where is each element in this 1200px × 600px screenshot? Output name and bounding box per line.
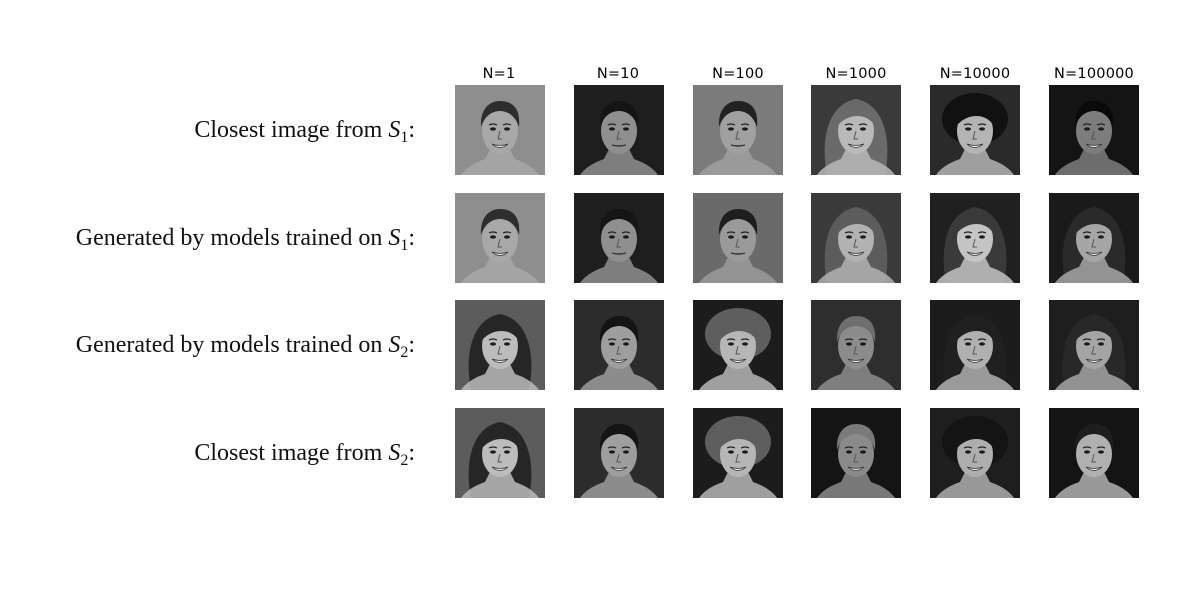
face-portrait-icon	[455, 193, 545, 283]
face-thumbnail	[811, 408, 901, 498]
face-thumbnail	[455, 85, 545, 175]
face-thumbnail	[693, 85, 783, 175]
face-thumbnail	[1049, 193, 1139, 283]
set-subscript: 1	[400, 237, 409, 254]
row-label-colon: :	[408, 440, 415, 466]
face-portrait-icon	[1049, 85, 1139, 175]
face-portrait-icon	[455, 300, 545, 390]
face-thumbnail	[930, 85, 1020, 175]
face-thumbnail	[1049, 300, 1139, 390]
face-portrait-icon	[811, 85, 901, 175]
set-symbol: S1	[388, 117, 409, 146]
face-thumbnail	[811, 300, 901, 390]
column-header: N=100000	[1054, 66, 1134, 82]
set-letter: S	[388, 332, 401, 358]
set-subscript: 2	[400, 344, 409, 361]
face-portrait-icon	[811, 300, 901, 390]
row-label-text: Generated by models trained on	[75, 225, 389, 251]
face-portrait-icon	[455, 85, 545, 175]
face-thumbnail	[693, 193, 783, 283]
set-subscript: 1	[400, 129, 409, 146]
set-subscript: 2	[400, 452, 409, 469]
face-thumbnail	[930, 408, 1020, 498]
face-portrait-icon	[811, 193, 901, 283]
set-symbol: S2	[388, 332, 409, 361]
row-label-text: Generated by models trained on	[75, 332, 389, 358]
face-portrait-icon	[574, 408, 664, 498]
set-letter: S	[388, 440, 401, 466]
face-portrait-icon	[1049, 193, 1139, 283]
face-portrait-icon	[930, 85, 1020, 175]
column-header: N=1	[482, 66, 516, 82]
row-label-closest-s2: Closest image from S2:	[194, 408, 415, 498]
face-portrait-icon	[693, 193, 783, 283]
row-label-generated-s1: Generated by models trained on S1:	[76, 193, 415, 283]
face-portrait-icon	[1049, 300, 1139, 390]
row-label-generated-s2: Generated by models trained on S2:	[76, 300, 415, 390]
face-portrait-icon	[455, 408, 545, 498]
face-portrait-icon	[1049, 408, 1139, 498]
face-portrait-icon	[930, 408, 1020, 498]
face-portrait-icon	[574, 300, 664, 390]
face-portrait-icon	[574, 193, 664, 283]
face-portrait-icon	[811, 408, 901, 498]
set-letter: S	[388, 117, 401, 143]
face-thumbnail	[574, 408, 664, 498]
face-thumbnail	[1049, 85, 1139, 175]
face-portrait-icon	[693, 300, 783, 390]
face-thumbnail	[930, 193, 1020, 283]
face-thumbnail	[455, 408, 545, 498]
face-thumbnail	[693, 300, 783, 390]
row-label-closest-s1: Closest image from S1:	[194, 85, 415, 175]
set-symbol: S1	[388, 225, 409, 254]
column-header: N=1000	[825, 66, 887, 82]
face-portrait-icon	[693, 85, 783, 175]
row-label-colon: :	[408, 225, 415, 251]
face-portrait-icon	[574, 85, 664, 175]
face-thumbnail	[574, 300, 664, 390]
column-header: N=10000	[939, 66, 1011, 82]
face-portrait-icon	[930, 300, 1020, 390]
face-thumbnail	[930, 300, 1020, 390]
face-thumbnail	[811, 193, 901, 283]
face-thumbnail	[574, 85, 664, 175]
face-thumbnail	[1049, 408, 1139, 498]
face-thumbnail	[455, 193, 545, 283]
face-thumbnail	[693, 408, 783, 498]
row-label-colon: :	[408, 117, 415, 143]
set-symbol: S2	[388, 440, 409, 469]
column-header: N=10	[596, 66, 640, 82]
column-header: N=100	[712, 66, 764, 82]
row-label-text: Closest image from	[194, 440, 389, 466]
row-label-text: Closest image from	[194, 117, 389, 143]
face-thumbnail	[455, 300, 545, 390]
face-thumbnail	[811, 85, 901, 175]
face-portrait-icon	[693, 408, 783, 498]
set-letter: S	[388, 225, 401, 251]
face-thumbnail	[574, 193, 664, 283]
face-portrait-icon	[930, 193, 1020, 283]
row-label-colon: :	[408, 332, 415, 358]
